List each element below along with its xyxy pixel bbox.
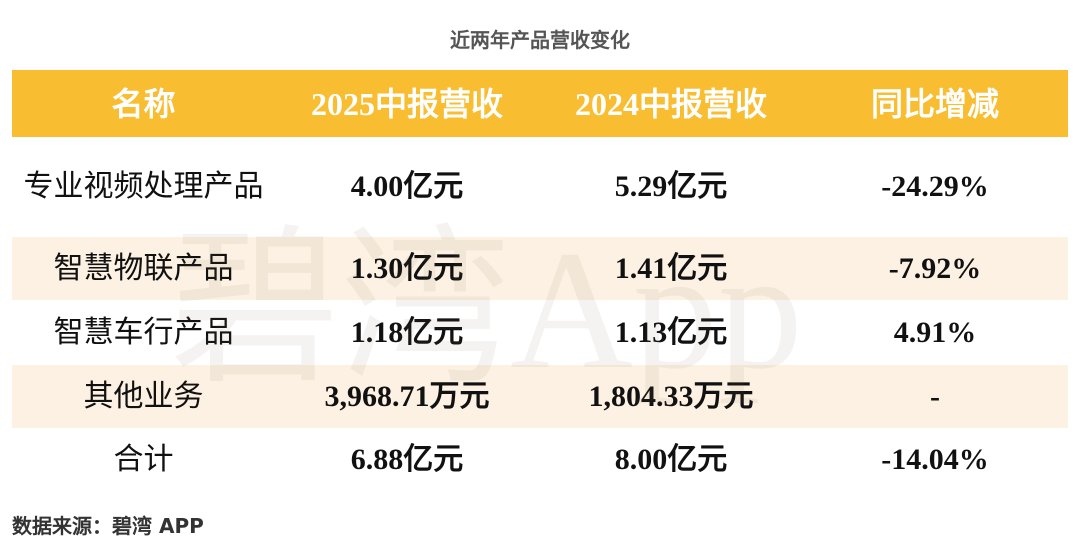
table-cell: - (930, 379, 940, 413)
table-cell: -7.92% (888, 251, 982, 285)
table-cell: 智慧物联产品 (53, 251, 234, 285)
header-cell: 2024中报营收 (574, 85, 767, 122)
table-cell: 6.88亿元 (350, 443, 464, 476)
table-cell: 1.41亿元 (614, 251, 728, 285)
table-cell: 智慧车行产品 (53, 315, 234, 349)
table-cell: 5.29亿元 (614, 170, 728, 203)
header-cell: 名称 (111, 85, 176, 122)
header-row: 名称 2025中报营收 2024中报营收 同比增减 (12, 70, 1068, 137)
table-cell: 4.00亿元 (350, 170, 464, 203)
header-cell: 同比增减 (870, 85, 999, 122)
table-cell: 其他业务 (83, 379, 204, 413)
table-row: 其他业务 3,968.71万元 1,804.33万元 - (12, 365, 1068, 428)
table: 名称 2025中报营收 2024中报营收 同比增减专业视频处理产品 4.00亿元 5.29… (12, 70, 1068, 492)
table-cell: 4.91% (893, 315, 977, 349)
table-cell: -24.29% (881, 170, 989, 203)
table-cell: 1.30亿元 (350, 251, 464, 285)
table-row: 智慧物联产品 1.30亿元 1.41亿元 -7.92% (12, 237, 1068, 300)
table-row: 智慧车行产品 1.18亿元 1.13亿元 4.91% (12, 300, 1068, 365)
table-cell: 专业视频处理产品 (23, 170, 264, 203)
source-note: 数据来源：碧湾 APP (12, 514, 204, 538)
title: 近两年产品营收变化 (450, 28, 630, 52)
table-cell: 合计 (113, 443, 174, 476)
table-cell: -14.04% (881, 443, 989, 476)
table-row: 专业视频处理产品 4.00亿元 5.29亿元 -24.29% (12, 137, 1068, 237)
table-cell: 1.13亿元 (614, 315, 728, 349)
table-cell: 1.18亿元 (350, 315, 464, 349)
table-cell: 3,968.71万元 (324, 379, 490, 413)
table-cell: 1,804.33万元 (588, 379, 754, 413)
table-cell: 8.00亿元 (614, 443, 728, 476)
header-cell: 2025中报营收 (310, 85, 503, 122)
table-row: 合计 6.88亿元 8.00亿元 -14.04% (12, 428, 1068, 492)
